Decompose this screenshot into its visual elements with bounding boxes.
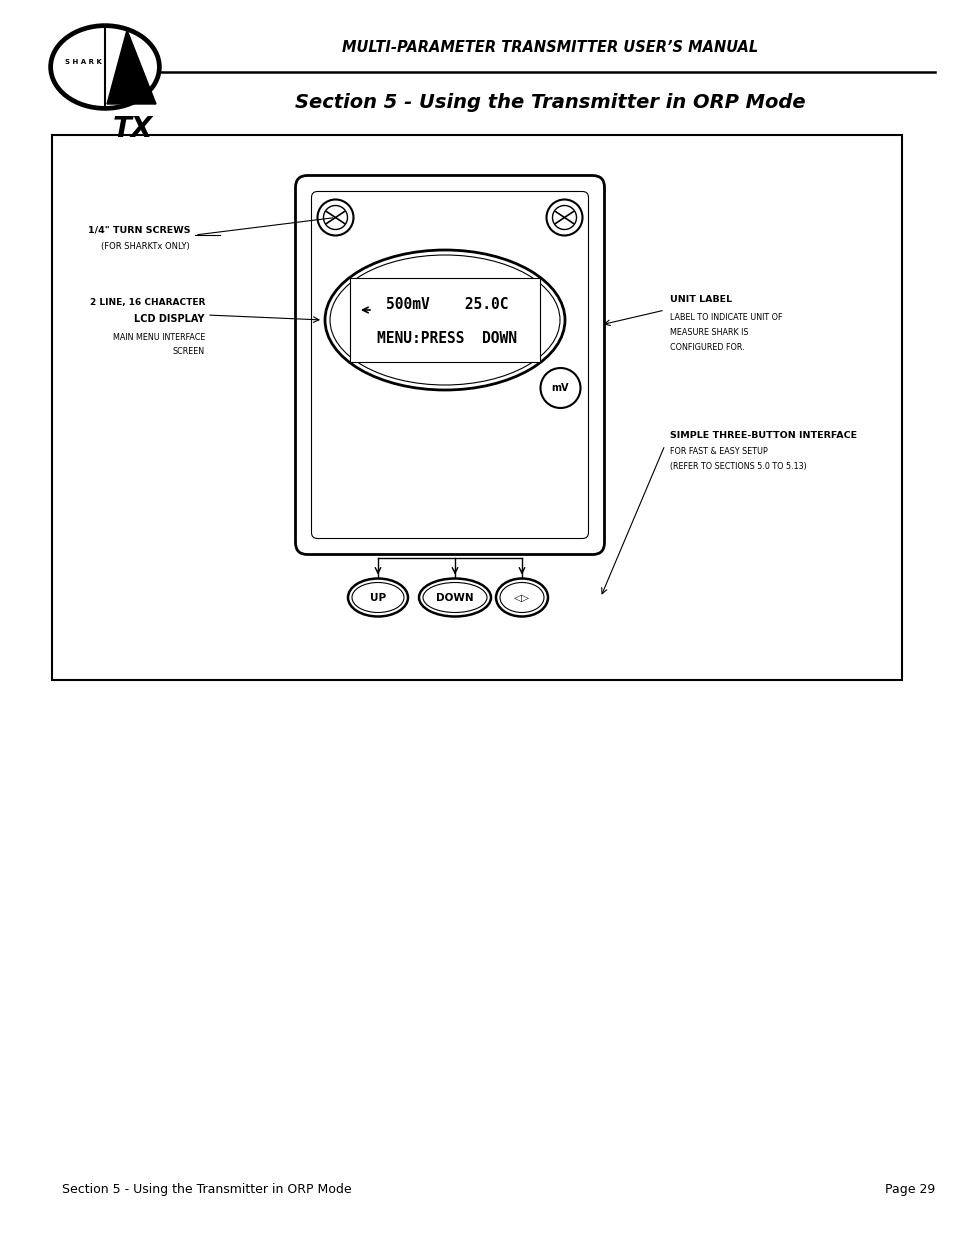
Ellipse shape [499, 583, 543, 613]
Ellipse shape [50, 25, 160, 109]
Ellipse shape [348, 578, 408, 616]
FancyBboxPatch shape [295, 175, 604, 555]
Text: UP: UP [370, 593, 386, 603]
Polygon shape [107, 30, 156, 104]
Text: Section 5 - Using the Transmitter in ORP Mode: Section 5 - Using the Transmitter in ORP… [294, 93, 804, 111]
Text: LCD DISPLAY: LCD DISPLAY [134, 314, 205, 324]
Ellipse shape [496, 578, 547, 616]
Text: MULTI-PARAMETER TRANSMITTER USER’S MANUAL: MULTI-PARAMETER TRANSMITTER USER’S MANUA… [341, 41, 758, 56]
Text: SIMPLE THREE-BUTTON INTERFACE: SIMPLE THREE-BUTTON INTERFACE [669, 431, 856, 440]
Text: S H A R K: S H A R K [65, 59, 101, 65]
Ellipse shape [330, 254, 559, 385]
FancyBboxPatch shape [312, 191, 588, 538]
Text: (REFER TO SECTIONS 5.0 TO 5.13): (REFER TO SECTIONS 5.0 TO 5.13) [669, 462, 806, 472]
Text: (FOR SHARKTx ONLY): (FOR SHARKTx ONLY) [101, 242, 190, 252]
Text: UNIT LABEL: UNIT LABEL [669, 295, 731, 305]
Text: LABEL TO INDICATE UNIT OF: LABEL TO INDICATE UNIT OF [669, 312, 781, 321]
Text: Section 5 - Using the Transmitter in ORP Mode: Section 5 - Using the Transmitter in ORP… [62, 1183, 352, 1197]
Text: FOR FAST & EASY SETUP: FOR FAST & EASY SETUP [669, 447, 767, 457]
Text: SCREEN: SCREEN [172, 347, 205, 357]
Text: MENU:PRESS  DOWN: MENU:PRESS DOWN [376, 331, 517, 346]
Ellipse shape [418, 578, 491, 616]
Text: 2 LINE, 16 CHARACTER: 2 LINE, 16 CHARACTER [90, 299, 205, 308]
Bar [350, 278, 539, 362]
Bar [52, 135, 901, 680]
Ellipse shape [325, 249, 564, 390]
Text: DOWN: DOWN [436, 593, 474, 603]
Text: mV: mV [551, 383, 569, 393]
Text: 500mV    25.0C: 500mV 25.0C [385, 296, 508, 311]
Ellipse shape [422, 583, 486, 613]
Text: MAIN MENU INTERFACE: MAIN MENU INTERFACE [112, 332, 205, 342]
Text: MEASURE SHARK IS: MEASURE SHARK IS [669, 327, 748, 336]
Text: 1/4" TURN SCREWS: 1/4" TURN SCREWS [88, 226, 190, 235]
Text: TX: TX [112, 115, 153, 143]
Ellipse shape [53, 28, 157, 106]
Text: CONFIGURED FOR.: CONFIGURED FOR. [669, 342, 744, 352]
Text: ◁▷: ◁▷ [514, 593, 530, 603]
Text: Page 29: Page 29 [883, 1183, 934, 1197]
Ellipse shape [352, 583, 403, 613]
